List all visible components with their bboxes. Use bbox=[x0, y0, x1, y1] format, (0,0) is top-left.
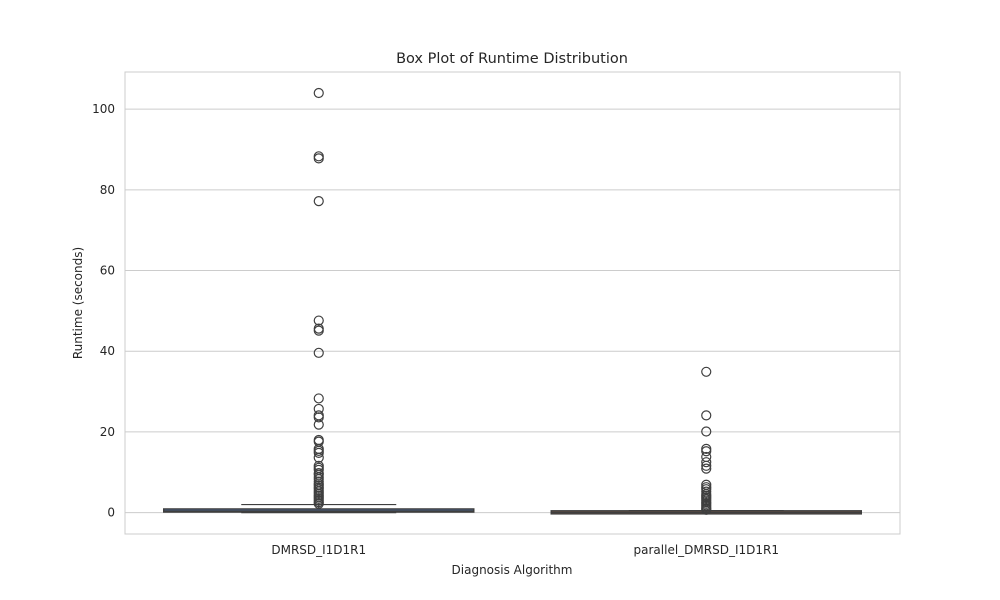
outlier-point bbox=[313, 498, 324, 509]
outlier-point bbox=[313, 153, 324, 164]
outlier-point bbox=[701, 463, 712, 474]
outlier-point bbox=[313, 410, 324, 421]
box-group bbox=[550, 366, 862, 515]
outlier-point bbox=[313, 452, 324, 463]
y-tick-label: 100 bbox=[92, 102, 115, 116]
y-tick-label: 80 bbox=[100, 183, 115, 197]
outlier-point bbox=[313, 393, 324, 404]
outlier-point bbox=[313, 87, 324, 99]
y-tick-label: 60 bbox=[100, 264, 115, 278]
x-tick-label: parallel_DMRSD_I1D1R1 bbox=[634, 543, 779, 557]
tick-layer: 0 20 40 60 80 100 DMRSD_I1D1R1 parallel_DMRSD_I… bbox=[92, 102, 779, 557]
outlier-point bbox=[701, 484, 712, 495]
y-tick-label: 0 bbox=[107, 506, 115, 520]
outlier-point bbox=[701, 366, 712, 377]
outlier-point bbox=[313, 151, 324, 162]
chart-title: Box Plot of Runtime Distribution bbox=[396, 51, 628, 67]
outlier-point bbox=[701, 443, 712, 454]
outlier-point bbox=[701, 504, 712, 515]
x-tick-label: DMRSD_I1D1R1 bbox=[271, 543, 366, 557]
outlier-point bbox=[313, 419, 324, 430]
outlier-point bbox=[701, 457, 712, 468]
x-axis-label: Diagnosis Algorithm bbox=[452, 563, 573, 577]
outlier-point bbox=[313, 325, 324, 336]
outlier-point bbox=[313, 315, 324, 326]
outlier-point bbox=[701, 460, 712, 471]
outlier-point bbox=[701, 410, 712, 421]
outlier-point bbox=[313, 474, 324, 485]
plot-frame bbox=[124, 71, 901, 535]
box-layer bbox=[163, 87, 862, 515]
outlier-point bbox=[701, 446, 712, 457]
outlier-point bbox=[313, 196, 324, 207]
outlier-point bbox=[313, 347, 324, 358]
grid-layer bbox=[125, 108, 900, 514]
box-group bbox=[163, 87, 475, 514]
y-axis-label: Runtime (seconds) bbox=[71, 247, 85, 359]
y-tick-label: 40 bbox=[100, 344, 115, 358]
y-tick-label: 20 bbox=[100, 425, 115, 439]
outlier-point bbox=[313, 447, 324, 458]
outlier-point bbox=[313, 412, 324, 423]
outlier-point bbox=[701, 426, 712, 437]
